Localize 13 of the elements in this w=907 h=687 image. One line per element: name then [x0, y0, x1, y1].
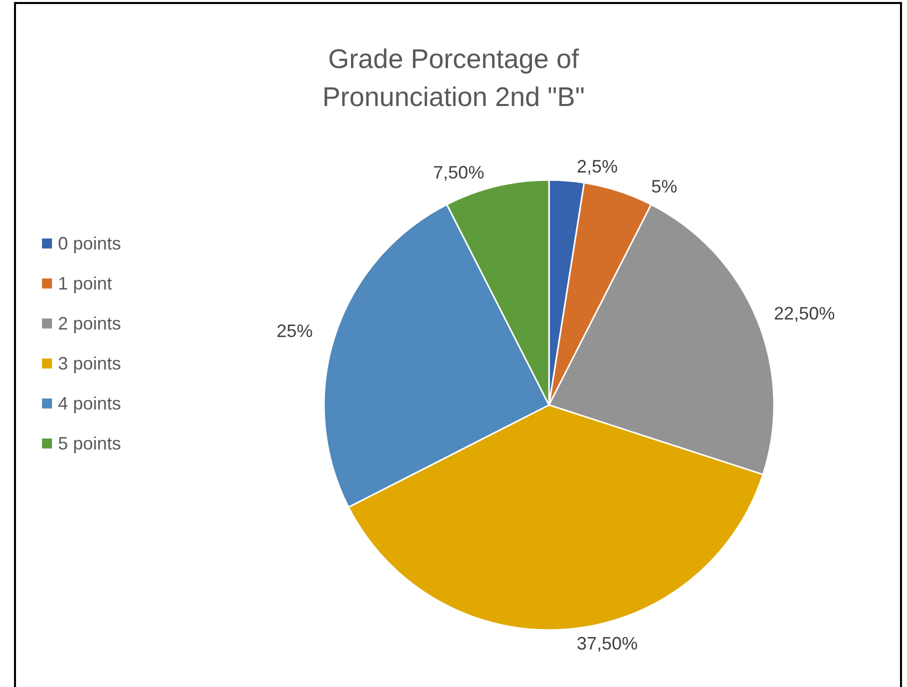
data-label: 2,5%: [576, 156, 618, 177]
data-label: 25%: [276, 321, 313, 342]
legend-label: 3 points: [58, 354, 122, 374]
legend-label: 5 points: [58, 434, 122, 454]
legend-label: 4 points: [58, 394, 122, 414]
legend-label: 2 points: [58, 314, 122, 334]
data-label: 5%: [651, 176, 678, 197]
data-label: 7,50%: [433, 162, 484, 183]
legend-label: 1 point: [58, 274, 112, 294]
chart-title: Grade Porcentage of Pronunciation 2nd "B": [322, 44, 585, 112]
data-label: 37,50%: [576, 633, 638, 654]
legend-label: 0 points: [58, 234, 122, 254]
data-label: 22,50%: [774, 304, 835, 324]
